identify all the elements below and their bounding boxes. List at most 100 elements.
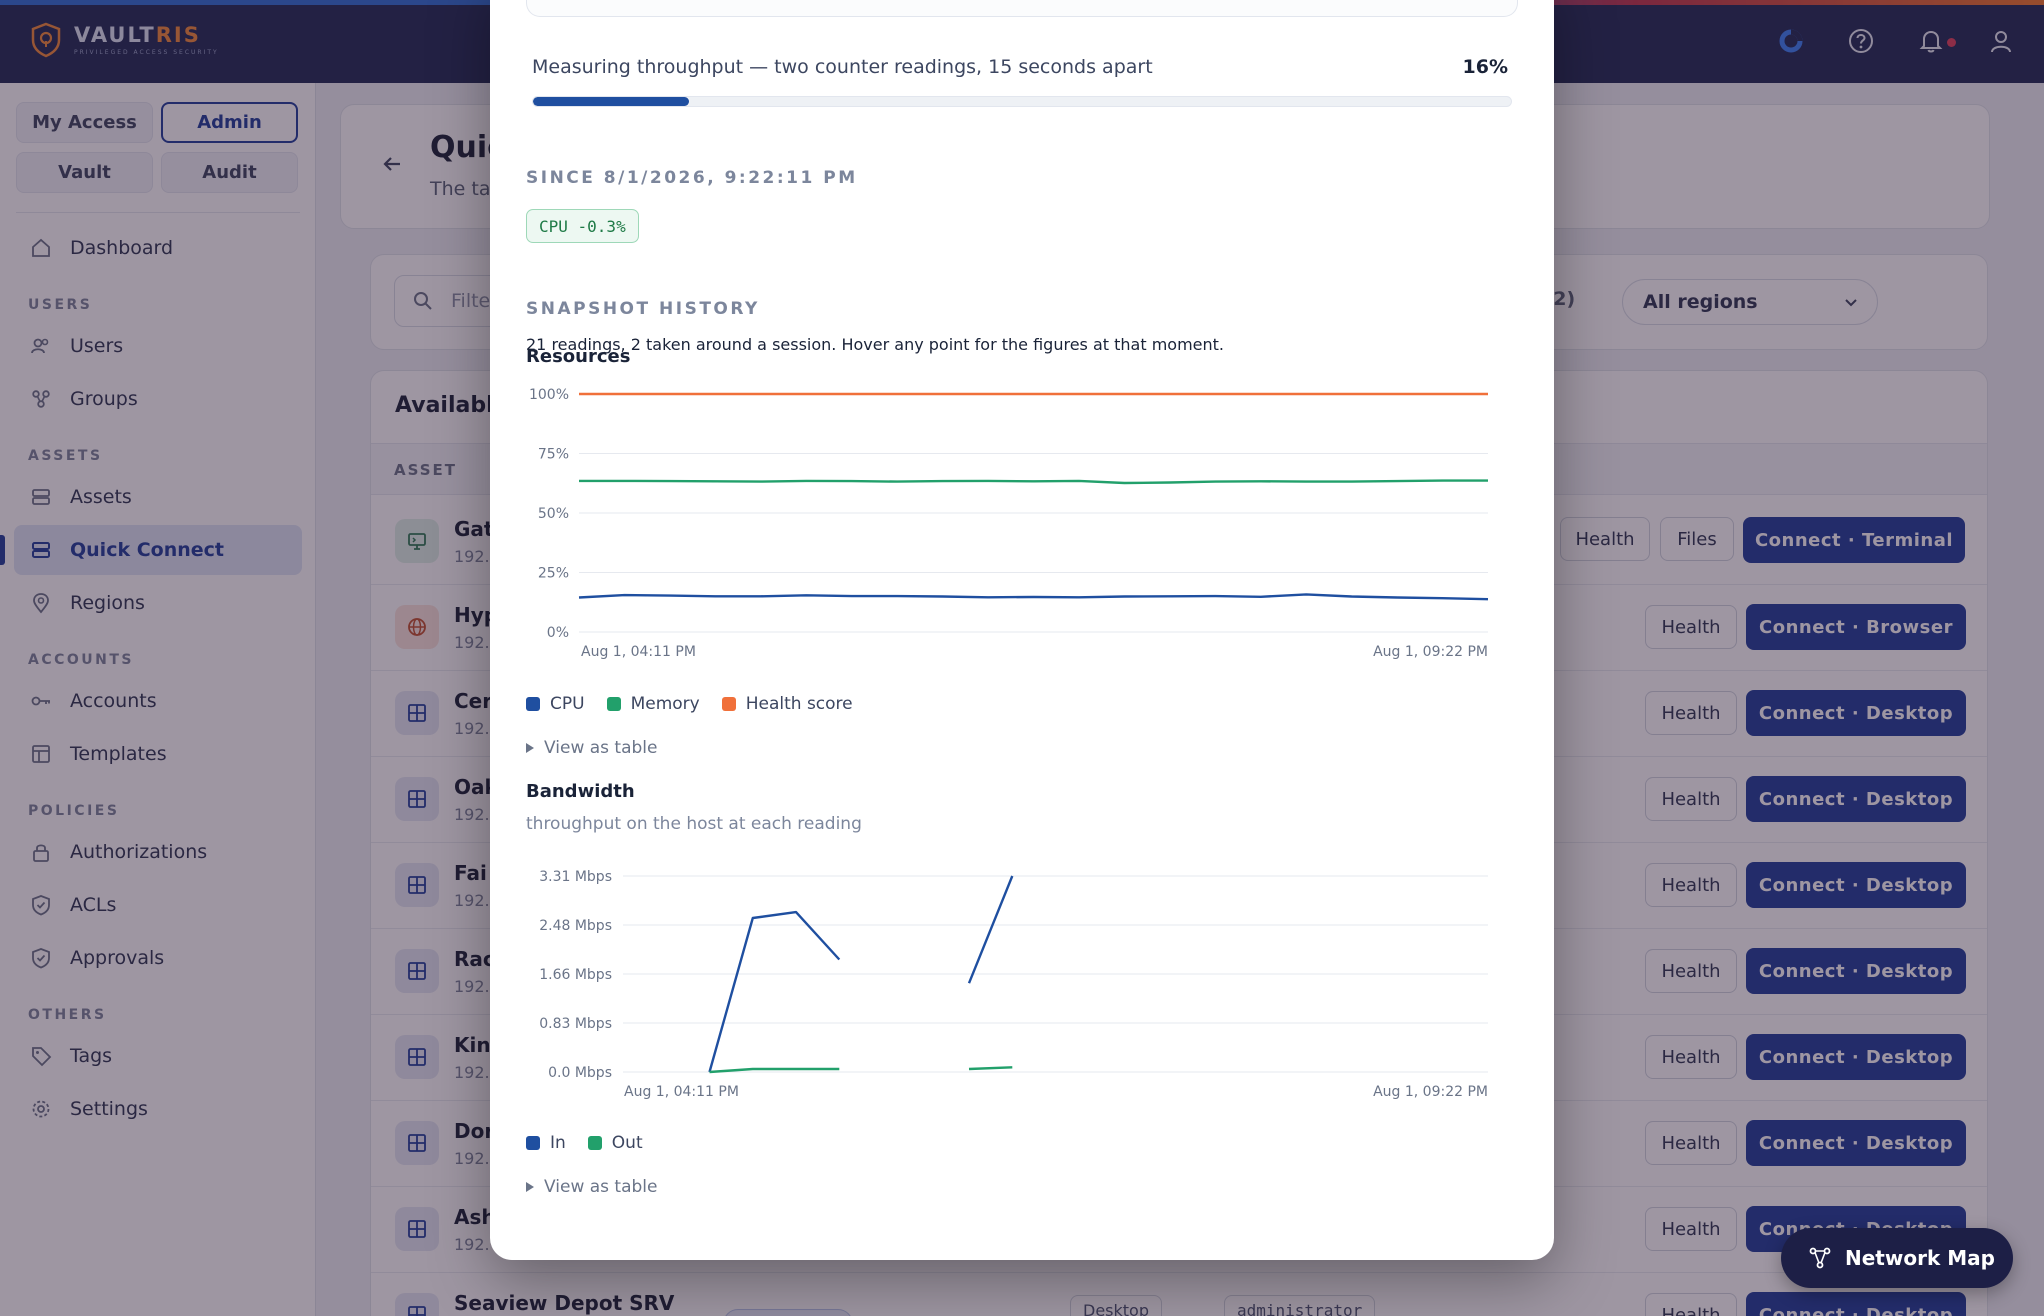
series-line-memory	[579, 479, 1488, 485]
sidebar-item-assets[interactable]: Assets	[14, 472, 302, 522]
role-switcher: My Access Admin Vault Audit	[16, 102, 298, 193]
resources-chart[interactable]: 0% 25% 50% 75% 100% Aug 1, 04:11 PM Aug 1, 09:…	[526, 382, 1516, 672]
table-row[interactable]: Dor 192. Health Connect · Desktop	[371, 1101, 1987, 1187]
network-map-label: Network Map	[1845, 1246, 1995, 1270]
sidebar-item-accounts[interactable]: Accounts	[14, 676, 302, 726]
legend-swatch	[526, 1136, 540, 1150]
windows-icon	[408, 962, 426, 980]
sidebar-item-label: Groups	[70, 388, 138, 410]
sidebar-item-tags[interactable]: Tags	[14, 1031, 302, 1081]
series-line-out	[709, 1066, 1013, 1074]
bandwidth-chart[interactable]: 0.0 Mbps 0.83 Mbps 1.66 Mbps 2.48 Mbps 3.31 …	[526, 852, 1516, 1112]
legend-label: In	[550, 1133, 566, 1153]
legend-label: Health score	[745, 694, 853, 714]
health-button[interactable]: Health	[1645, 691, 1737, 735]
sidebar-item-acls[interactable]: ACLs	[14, 880, 302, 930]
table-row[interactable]: Hyp 192. Health Connect · Browser	[371, 585, 1987, 671]
y-tick-label: 1.66 Mbps	[539, 967, 612, 983]
asset-ip: 192.	[454, 1149, 490, 1168]
globe-icon	[408, 618, 426, 636]
connect-button[interactable]: Connect · Desktop	[1746, 776, 1966, 822]
sidebar-item-quick-connect[interactable]: Quick Connect	[0, 525, 302, 575]
gear-icon	[32, 1100, 50, 1118]
user-icon[interactable]	[1988, 28, 2014, 54]
column-asset: ASSET	[394, 461, 458, 479]
server-icon	[32, 542, 50, 558]
connect-button[interactable]: Connect · Desktop	[1746, 862, 1966, 908]
top-icons	[1778, 28, 2014, 54]
resources-chart-title: Resources	[526, 346, 631, 367]
search-icon	[414, 292, 432, 310]
sidebar-item-settings[interactable]: Settings	[14, 1084, 302, 1134]
connect-button[interactable]: Connect · Browser	[1746, 604, 1966, 650]
health-button[interactable]: Health	[1560, 517, 1650, 561]
asset-type	[395, 1207, 439, 1251]
table-row[interactable]: Oak 192. Health Connect · Desktop	[371, 757, 1987, 843]
role-vault[interactable]: Vault	[16, 152, 153, 193]
connect-button[interactable]: Connect · Desktop	[1746, 690, 1966, 736]
asset-name: Ash	[454, 1205, 496, 1229]
resources-view-as-table[interactable]: View as table	[526, 738, 657, 758]
page-subtitle: The tar	[430, 178, 499, 200]
legend-swatch	[606, 697, 621, 711]
role-my-access[interactable]: My Access	[16, 102, 153, 143]
health-button[interactable]: Health	[1645, 1207, 1737, 1251]
sidebar-item-templates[interactable]: Templates	[14, 729, 302, 779]
tag-icon	[32, 1047, 52, 1067]
windows-icon	[408, 1134, 426, 1152]
status-ring-icon[interactable]	[1778, 28, 1804, 54]
series-line-cpu	[578, 593, 1489, 601]
sidebar-item-approvals[interactable]: Approvals	[14, 933, 302, 983]
connect-button[interactable]: Connect · Desktop	[1746, 948, 1966, 994]
connect-button[interactable]: Connect · Terminal	[1743, 517, 1965, 563]
sidebar-item-regions[interactable]: Regions	[14, 578, 302, 628]
notifications[interactable]	[1918, 28, 1956, 54]
health-button[interactable]: Health	[1645, 605, 1737, 649]
health-button[interactable]: Health	[1645, 1293, 1737, 1316]
table-row[interactable]: Rac 192. Health Connect · Desktop	[371, 929, 1987, 1015]
files-button[interactable]: Files	[1660, 517, 1734, 561]
sidebar-item-groups[interactable]: Groups	[14, 374, 302, 424]
back-arrow-icon[interactable]	[380, 152, 404, 176]
progress-percent: 16%	[1462, 56, 1508, 78]
health-button[interactable]: Health	[1645, 863, 1737, 907]
legend-item[interactable]: In	[526, 1133, 566, 1153]
home-icon	[32, 238, 50, 257]
y-tick-label: 3.31 Mbps	[539, 869, 612, 885]
asset-ip: 192.	[454, 719, 490, 738]
region-select[interactable]: All regions	[1622, 279, 1878, 325]
disclosure-triangle-icon	[526, 743, 534, 753]
asset-type	[395, 605, 439, 649]
network-map-button[interactable]: Network Map	[1781, 1228, 2013, 1288]
table-row[interactable]: Gat 192. Health Files Connect · Terminal	[371, 499, 1987, 585]
brand[interactable]: VAULTRIS PRIVILEGED ACCESS SECURITY	[30, 22, 219, 58]
health-button[interactable]: Health	[1645, 949, 1737, 993]
health-button[interactable]: Health	[1645, 1035, 1737, 1079]
asset-ip: 192.	[454, 547, 490, 566]
role-admin[interactable]: Admin	[161, 102, 298, 143]
bandwidth-chart-subtitle: throughput on the host at each reading	[526, 814, 862, 834]
y-tick-label: 0.83 Mbps	[539, 1016, 612, 1032]
sidebar-item-users[interactable]: Users	[14, 321, 302, 371]
legend-item[interactable]: Out	[587, 1133, 643, 1153]
y-tick-label: 25%	[538, 566, 569, 582]
legend-item[interactable]: Health score	[721, 694, 853, 714]
windows-icon	[408, 1220, 426, 1238]
connect-button[interactable]: Connect · Desktop	[1746, 1120, 1966, 1166]
connect-button[interactable]: Connect · Desktop	[1746, 1034, 1966, 1080]
legend-item[interactable]: CPU	[526, 694, 585, 714]
health-button[interactable]: Health	[1645, 777, 1737, 821]
bandwidth-view-as-table[interactable]: View as table	[526, 1177, 657, 1197]
role-audit[interactable]: Audit	[161, 152, 298, 193]
help-icon[interactable]	[1848, 28, 1874, 54]
table-row[interactable]: Seaview Depot SRVWINDOWSDesktopadministr…	[371, 1273, 1987, 1316]
sidebar-item-dashboard[interactable]: Dashboard	[14, 223, 302, 273]
table-row[interactable]: Kin 192. Health Connect · Desktop	[371, 1015, 1987, 1101]
connect-button[interactable]: Connect · Desktop	[1746, 1292, 1966, 1316]
sidebar-item-authorizations[interactable]: Authorizations	[14, 827, 302, 877]
asset-ip: 192.	[454, 633, 490, 652]
sidebar-item-label: Accounts	[70, 690, 157, 712]
legend-item[interactable]: Memory	[606, 694, 700, 714]
health-button[interactable]: Health	[1645, 1121, 1737, 1165]
section-accounts: ACCOUNTS	[28, 652, 135, 668]
